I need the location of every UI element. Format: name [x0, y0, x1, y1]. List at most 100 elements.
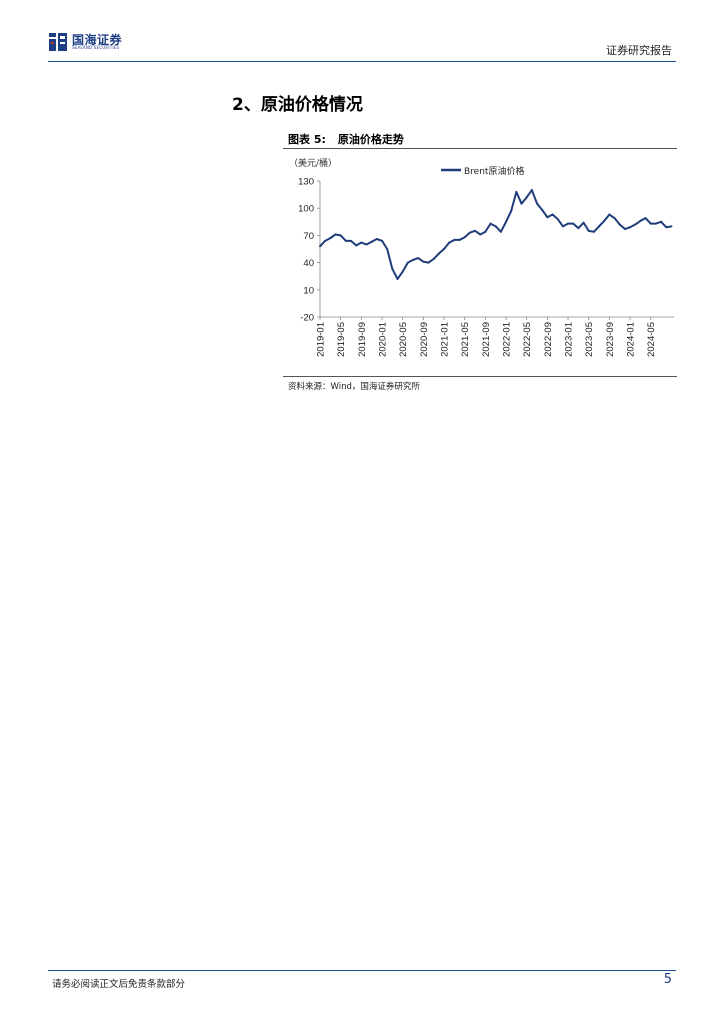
data-point: [412, 258, 415, 261]
figure-top-rule: [283, 148, 677, 149]
x-tick-label: 2021-09: [481, 322, 492, 357]
data-point: [468, 231, 471, 234]
data-point: [572, 222, 575, 225]
data-point: [499, 230, 502, 233]
data-point: [334, 233, 337, 236]
data-point: [525, 196, 528, 199]
data-point: [546, 216, 549, 219]
data-point: [406, 261, 409, 264]
x-tick-label: 2021-01: [440, 322, 451, 357]
x-tick-label: 2024-01: [626, 322, 637, 357]
data-point: [660, 220, 663, 223]
data-point: [319, 245, 321, 248]
data-point: [577, 227, 580, 230]
data-point: [603, 219, 606, 222]
x-tick-label: 2021-05: [460, 322, 471, 357]
data-point: [391, 267, 394, 270]
data-point: [629, 226, 632, 229]
data-point: [474, 229, 477, 232]
logo-text-en: SEALAND SECURITIES: [72, 45, 120, 50]
data-point: [613, 217, 616, 220]
data-point: [386, 248, 389, 250]
data-point: [561, 225, 564, 228]
figure-title: 图表 5: 原油价格走势: [288, 131, 404, 147]
data-point: [458, 238, 461, 241]
data-point: [665, 226, 668, 229]
data-point: [634, 223, 637, 226]
data-point: [422, 260, 425, 263]
data-point: [417, 257, 420, 260]
data-point: [510, 209, 513, 212]
data-point: [427, 261, 430, 264]
data-point: [448, 241, 451, 244]
data-point: [515, 190, 518, 193]
data-point: [582, 221, 585, 224]
x-tick-label: 2023-05: [584, 322, 595, 357]
data-point: [370, 240, 373, 243]
x-tick-label: 2022-01: [502, 322, 513, 357]
data-point: [339, 234, 342, 237]
data-point: [355, 244, 358, 247]
section-title: 2、原油价格情况: [232, 95, 363, 115]
x-tick-label: 2024-05: [646, 322, 657, 357]
y-axis: 130 100 70 40 10 -20: [298, 177, 321, 324]
x-tick-label: 2019-09: [357, 322, 368, 357]
footer-disclaimer: 请务必阅读正文后免责条款部分: [52, 979, 186, 990]
data-point: [350, 239, 353, 242]
data-point: [375, 238, 378, 241]
figure-source: 资料来源：Wind，国海证券研究所: [288, 382, 420, 392]
y-tick-label: -20: [300, 313, 314, 324]
x-tick-label: 2020-05: [398, 322, 409, 357]
x-tick-label: 2022-05: [522, 322, 533, 357]
y-tick-label: 40: [303, 258, 314, 269]
figure-caption: 原油价格走势: [337, 133, 404, 146]
data-point: [654, 222, 657, 225]
x-tick-label: 2022-09: [543, 322, 554, 357]
data-point: [556, 218, 559, 221]
data-point: [644, 217, 647, 220]
data-point: [401, 270, 404, 273]
plot-area: [319, 189, 673, 280]
data-point: [592, 230, 595, 233]
data-point: [505, 220, 508, 223]
x-tick-label: 2019-05: [336, 322, 347, 357]
data-point: [649, 222, 652, 225]
data-point: [530, 189, 533, 192]
data-point: [541, 209, 544, 212]
data-point: [536, 202, 539, 205]
y-axis-unit-label: （美元/桶）: [289, 157, 337, 169]
data-point: [551, 213, 554, 216]
y-tick-label: 130: [298, 177, 314, 188]
data-point: [479, 233, 482, 236]
data-point: [608, 213, 611, 216]
series-line-brent: [319, 189, 672, 280]
data-point: [587, 229, 590, 232]
data-point: [365, 243, 368, 246]
x-tick-label: 2023-01: [564, 322, 575, 357]
company-logo: 国海证券 SEALAND SECURITIES: [48, 28, 138, 56]
legend-label: Brent原油价格: [464, 165, 524, 177]
y-tick-label: 70: [303, 231, 314, 242]
data-point: [437, 252, 440, 255]
data-point: [381, 239, 384, 242]
page-header: 国海证券 SEALAND SECURITIES 证券研究报告: [48, 28, 676, 62]
report-type: 证券研究报告: [606, 44, 672, 57]
data-point: [598, 225, 601, 228]
data-point: [670, 225, 673, 228]
footer-divider: [48, 970, 676, 971]
x-axis: 2019-01 2019-05 2019-09 2020-01 2020-05 2020-…: [316, 316, 674, 357]
x-tick-label: 2020-09: [419, 322, 430, 357]
x-tick-label: 2023-09: [605, 322, 616, 357]
data-point: [639, 219, 642, 222]
data-point: [329, 237, 332, 240]
data-point: [463, 236, 466, 239]
data-point: [567, 222, 570, 225]
data-point: [623, 228, 626, 231]
data-point: [324, 239, 327, 242]
x-tick-label: 2019-01: [316, 322, 327, 357]
data-point: [484, 230, 487, 233]
data-point: [489, 222, 492, 225]
figure-bottom-rule: [283, 376, 677, 377]
data-point: [360, 241, 363, 244]
x-tick-label: 2020-01: [378, 322, 389, 357]
